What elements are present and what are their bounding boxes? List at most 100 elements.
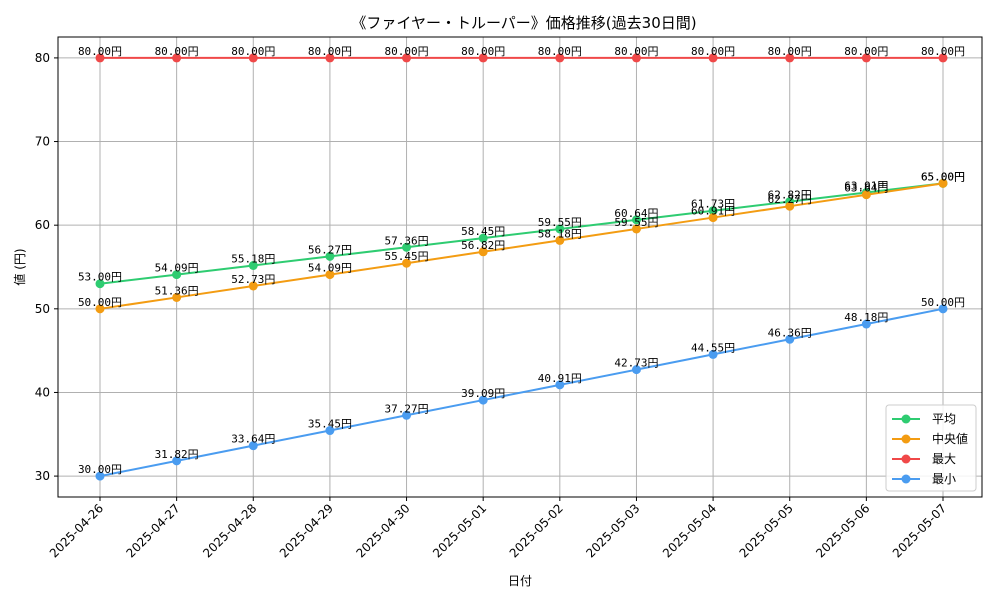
data-label: 46.36円	[768, 326, 812, 339]
data-point	[938, 53, 948, 63]
data-label: 65.00円	[921, 170, 965, 183]
series-group	[95, 53, 948, 481]
legend-item-label: 中央値	[932, 431, 968, 446]
data-point	[861, 53, 871, 63]
x-tick-label: 2025-05-01	[430, 501, 489, 560]
data-label: 62.82円	[768, 189, 812, 202]
x-tick-label: 2025-04-30	[353, 501, 412, 560]
data-labels: 53.00円 54.09円 55.18円 56.27円 57.36円 58.45円 59.5…	[78, 45, 965, 476]
data-label: 80.00円	[538, 45, 582, 58]
data-label: 50.00円	[78, 296, 122, 309]
legend-box	[885, 404, 977, 492]
y-axis-label: 値 (円)	[12, 248, 27, 285]
data-label: 80.00円	[231, 45, 275, 58]
data-label: 60.64円	[614, 207, 658, 220]
data-point	[938, 304, 948, 314]
data-point	[172, 456, 182, 466]
x-tick-label: 2025-05-02	[507, 501, 566, 560]
data-label: 54.09円	[308, 262, 352, 275]
data-point	[785, 201, 795, 211]
legend-item-label: 最大	[932, 452, 956, 466]
series-line	[99, 307, 944, 478]
y-tick-label: 30	[35, 469, 50, 483]
data-point	[555, 380, 565, 390]
y-tick-label: 70	[35, 135, 50, 149]
data-label: 61.73円	[691, 198, 735, 211]
data-point	[172, 292, 182, 302]
data-label: 31.82円	[155, 448, 199, 461]
data-point	[478, 233, 488, 243]
data-point	[248, 260, 258, 270]
data-label: 48.18円	[844, 311, 888, 324]
data-point	[95, 53, 105, 63]
data-label: 63.91円	[844, 179, 888, 192]
data-label: 60.91円	[691, 205, 735, 218]
x-tick-label: 2025-04-28	[200, 501, 259, 560]
data-point	[95, 304, 105, 314]
data-label: 80.00円	[614, 45, 658, 58]
data-label: 80.00円	[844, 45, 888, 58]
data-point	[95, 279, 105, 289]
data-label: 54.09円	[155, 262, 199, 275]
data-label: 56.27円	[308, 243, 352, 256]
data-label: 51.36円	[155, 284, 199, 297]
y-tick-label: 60	[35, 218, 50, 232]
series-line	[99, 182, 944, 310]
data-point	[478, 53, 488, 63]
data-point	[555, 235, 565, 245]
data-label: 59.55円	[614, 216, 658, 229]
data-label: 57.36円	[384, 234, 428, 247]
plot-frame	[57, 36, 983, 498]
legend-marker	[901, 474, 911, 484]
x-axis-label: 日付	[508, 574, 532, 588]
data-point	[325, 251, 335, 261]
data-label: 50.00円	[921, 296, 965, 309]
data-label: 37.27円	[384, 402, 428, 415]
legend-marker	[901, 414, 911, 424]
data-label: 33.64円	[231, 433, 275, 446]
data-point	[861, 190, 871, 200]
data-label: 35.45円	[308, 418, 352, 431]
data-point	[248, 441, 258, 451]
x-tick-label: 2025-05-05	[737, 501, 796, 560]
data-label: 52.73円	[231, 273, 275, 286]
data-label: 44.55円	[691, 341, 735, 354]
y-tick-label: 50	[35, 302, 50, 316]
legend-marker	[901, 434, 911, 444]
data-point	[631, 224, 641, 234]
chart-title: 《ファイヤー・トルーパー》価格推移(過去30日間)	[351, 14, 696, 32]
x-tick-label: 2025-04-29	[277, 501, 336, 560]
data-point	[708, 206, 718, 216]
data-point	[708, 349, 718, 359]
data-label: 80.00円	[78, 45, 122, 58]
data-point	[785, 334, 795, 344]
data-point	[785, 53, 795, 63]
data-label: 80.00円	[921, 45, 965, 58]
legend-item-label: 最小	[932, 472, 956, 486]
y-axis: 30 40 50 60 70 80	[35, 51, 58, 483]
data-point	[708, 53, 718, 63]
data-point	[325, 270, 335, 280]
data-point	[172, 53, 182, 63]
data-point	[555, 224, 565, 234]
data-point	[248, 53, 258, 63]
x-tick-label: 2025-04-26	[47, 501, 106, 560]
data-label: 80.00円	[691, 45, 735, 58]
data-point	[708, 213, 718, 223]
y-tick-label: 40	[35, 385, 50, 399]
data-label: 56.82円	[461, 239, 505, 252]
data-label: 65.00円	[921, 170, 965, 183]
data-point	[631, 365, 641, 375]
y-tick-label: 80	[35, 51, 50, 65]
data-point	[402, 242, 412, 252]
data-point	[631, 215, 641, 225]
data-label: 58.18円	[538, 227, 582, 240]
data-label: 40.91円	[538, 372, 582, 385]
data-point	[478, 247, 488, 257]
data-label: 59.55円	[538, 216, 582, 229]
data-label: 39.09円	[461, 387, 505, 400]
data-label: 58.45円	[461, 225, 505, 238]
data-point	[938, 178, 948, 188]
data-label: 80.00円	[768, 45, 812, 58]
